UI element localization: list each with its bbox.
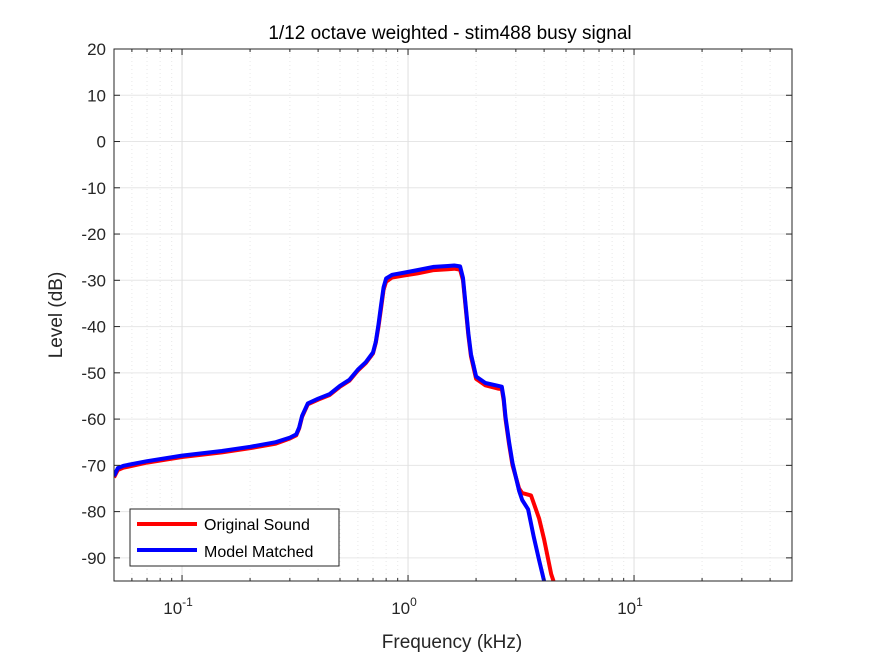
x-tick-label: 101 xyxy=(617,595,643,618)
y-tick-label: 0 xyxy=(97,133,106,152)
x-tick-label-base: 10 xyxy=(617,599,636,618)
x-tick-label-base: 10 xyxy=(163,599,182,618)
chart-title: 1/12 octave weighted - stim488 busy sign… xyxy=(268,23,631,44)
x-tick-label: 10-1 xyxy=(163,595,193,618)
legend: Original Sound Model Matched xyxy=(129,508,340,567)
x-tick-label-base: 10 xyxy=(391,599,410,618)
legend-box xyxy=(129,508,340,567)
x-axis-label: Frequency (kHz) xyxy=(382,632,522,653)
x-tick-label: 100 xyxy=(391,595,417,618)
y-tick-label: -90 xyxy=(81,549,106,568)
plot-frame xyxy=(113,48,793,582)
legend-label-model: Model Matched xyxy=(204,544,313,561)
x-tick-label-exponent: 1 xyxy=(636,595,643,609)
y-tick-label: -10 xyxy=(81,179,106,198)
legend-label-original: Original Sound xyxy=(204,517,310,534)
y-tick-label: -40 xyxy=(81,318,106,337)
y-tick-label: 20 xyxy=(87,40,106,59)
ticks xyxy=(113,48,793,581)
y-tick-label: -80 xyxy=(81,503,106,522)
y-tick-label: -60 xyxy=(81,410,106,429)
y-tick-label: -30 xyxy=(81,271,106,290)
series-layer xyxy=(114,263,556,581)
y-tick-label: -20 xyxy=(81,225,106,244)
x-tick-label-exponent: -1 xyxy=(182,595,193,609)
y-tick-label: 10 xyxy=(87,86,106,105)
y-tick-label: -50 xyxy=(81,364,106,383)
plot-area xyxy=(114,49,792,581)
y-axis-label: Level (dB) xyxy=(46,272,67,359)
x-tick-label-exponent: 0 xyxy=(410,595,417,609)
series-line-model-matched xyxy=(114,263,547,581)
y-tick-label: -70 xyxy=(81,456,106,475)
